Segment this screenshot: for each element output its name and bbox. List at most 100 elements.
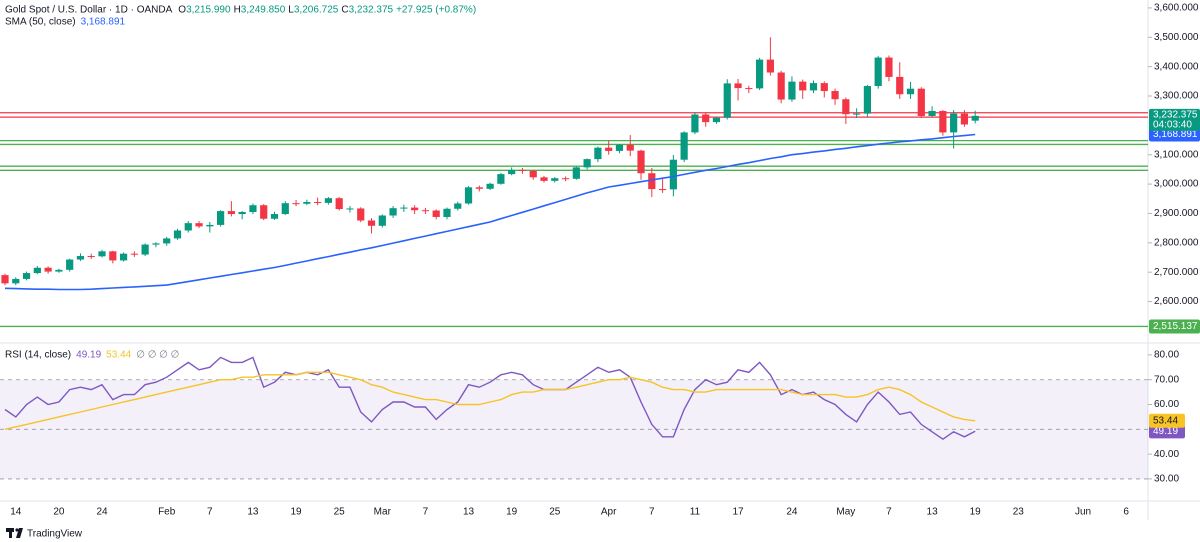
sma-line bbox=[4, 133, 976, 291]
candle-body bbox=[518, 170, 527, 171]
candle-body bbox=[400, 207, 408, 209]
candle-body bbox=[551, 178, 559, 181]
candle-body bbox=[486, 183, 494, 189]
candle-body bbox=[680, 132, 688, 160]
candle-body bbox=[227, 211, 235, 215]
y-tick-label: 3,100.000 bbox=[1154, 149, 1199, 160]
candle-body bbox=[130, 253, 138, 255]
candle-body bbox=[658, 189, 667, 191]
sma-legend-value: 3,168.891 bbox=[81, 17, 126, 28]
y-tick-label: 60.00 bbox=[1154, 399, 1179, 410]
ohlc-value: 3,215.990 bbox=[186, 5, 231, 16]
candle-body bbox=[669, 159, 677, 190]
candle-body bbox=[421, 210, 430, 212]
candle-body bbox=[777, 72, 785, 100]
candle-body bbox=[820, 83, 828, 92]
sma-value-label: 3,168.891 bbox=[1153, 129, 1198, 140]
candle-body bbox=[12, 278, 20, 284]
candle-body bbox=[184, 223, 192, 231]
candle-body bbox=[939, 110, 947, 133]
rsi-title: RSI (14, close) bbox=[5, 350, 71, 361]
candle-body bbox=[809, 83, 818, 91]
x-tick-label: Mar bbox=[374, 507, 392, 518]
logo-icon bbox=[16, 528, 23, 538]
candle-body bbox=[378, 215, 386, 226]
candle-body bbox=[249, 205, 257, 212]
logo-icon bbox=[15, 528, 19, 532]
y-tick-label: 3,000.000 bbox=[1154, 179, 1199, 190]
candle-body bbox=[464, 187, 473, 204]
y-tick-label: 3,500.000 bbox=[1154, 32, 1199, 43]
x-tick-label: 7 bbox=[423, 507, 429, 518]
candle-body bbox=[874, 57, 882, 87]
y-tick-label: 40.00 bbox=[1154, 449, 1179, 460]
candle-body bbox=[756, 59, 764, 89]
candle-body bbox=[508, 170, 516, 175]
candle-body bbox=[583, 159, 591, 168]
rsi-band bbox=[0, 379, 1148, 479]
candle-body bbox=[885, 57, 893, 77]
candle-body bbox=[788, 81, 796, 100]
candle-body bbox=[173, 230, 182, 239]
candle-body bbox=[411, 207, 419, 211]
candle-body bbox=[863, 86, 871, 114]
rsi-value-label: 49.19 bbox=[1153, 426, 1178, 437]
candle-body bbox=[44, 267, 52, 272]
candle-body bbox=[217, 211, 225, 225]
x-tick-label: 19 bbox=[506, 507, 518, 518]
candle-body bbox=[357, 208, 365, 221]
x-tick-label: 11 bbox=[690, 507, 701, 518]
x-tick-label: 25 bbox=[549, 507, 561, 518]
rsi-legend-value: 49.19 bbox=[76, 350, 101, 361]
candle-body bbox=[691, 114, 699, 133]
ohlc-key: H bbox=[234, 5, 241, 16]
candle-body bbox=[712, 117, 721, 123]
candle-body bbox=[389, 208, 397, 216]
x-tick-label: 14 bbox=[10, 507, 22, 518]
candle-body bbox=[529, 170, 537, 178]
candle-body bbox=[799, 81, 807, 91]
candle-body bbox=[831, 91, 839, 100]
candle-body bbox=[432, 210, 440, 217]
y-tick-label: 2,900.000 bbox=[1154, 208, 1199, 219]
x-tick-label: 7 bbox=[649, 507, 655, 518]
candle-body bbox=[950, 113, 958, 133]
candle-body bbox=[98, 251, 106, 257]
candle-body bbox=[497, 174, 505, 184]
candle-body bbox=[896, 76, 904, 95]
change-label: +27.925 (+0.87%) bbox=[396, 5, 476, 16]
candle-body bbox=[163, 238, 171, 244]
candle-body bbox=[960, 113, 969, 125]
candle-body bbox=[195, 223, 203, 227]
x-tick-label: 24 bbox=[96, 507, 108, 518]
x-tick-label: Feb bbox=[158, 507, 176, 518]
level-label-box bbox=[1149, 319, 1200, 334]
candle-body bbox=[475, 187, 483, 189]
x-tick-label: 24 bbox=[786, 507, 798, 518]
candle-body bbox=[454, 203, 462, 209]
x-tick-label: 19 bbox=[970, 507, 982, 518]
rsi-value-box bbox=[1149, 413, 1185, 428]
y-tick-label: 2,800.000 bbox=[1154, 237, 1199, 248]
candle-body bbox=[745, 88, 753, 90]
candle-body bbox=[766, 59, 774, 73]
x-tick-label: 20 bbox=[53, 507, 65, 518]
rsi-value-label: 53.44 bbox=[1153, 415, 1178, 426]
footer-brand: TradingView bbox=[27, 529, 83, 540]
candle-body bbox=[853, 113, 861, 115]
candle-body bbox=[572, 167, 580, 179]
candle-body bbox=[292, 203, 300, 205]
y-tick-label: 3,300.000 bbox=[1154, 91, 1199, 102]
candle-body bbox=[324, 198, 332, 203]
x-tick-label: 13 bbox=[927, 507, 939, 518]
candle-body bbox=[971, 115, 979, 121]
candle-body bbox=[615, 144, 624, 151]
rsi-line bbox=[4, 371, 976, 430]
ohlc-value: 3,249.850 bbox=[241, 5, 286, 16]
candle-body bbox=[314, 202, 322, 204]
candle-body bbox=[33, 267, 41, 274]
candle-body bbox=[626, 144, 634, 151]
candle-body bbox=[109, 251, 117, 261]
